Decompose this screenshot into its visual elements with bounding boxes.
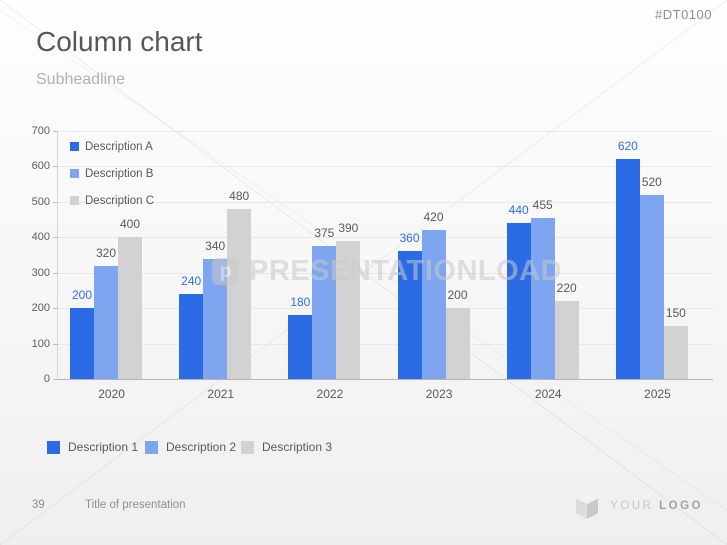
legend-top-label: Description C: [85, 194, 155, 207]
legend-swatch-icon: [145, 440, 158, 454]
gridline-300: [58, 272, 713, 274]
bar-description-b-2023: [421, 230, 446, 379]
bar-value-label: 320: [95, 245, 117, 260]
legend-top-item-2: Description B: [70, 164, 154, 183]
x-axis-label-2024: 2024: [534, 387, 562, 401]
chart-legend-bottom: Description 1 Description 2 Description 3: [0, 440, 727, 456]
legend-swatch-icon: [70, 196, 79, 205]
y-axis-label-300: 300: [31, 266, 50, 279]
cube-logo-icon: [576, 493, 599, 519]
y-axis-tick: [53, 237, 58, 239]
bar-value-label: 180: [290, 295, 311, 310]
gridline-0: [58, 379, 713, 380]
bar-description-b-2024: [530, 217, 555, 379]
legend-bottom-item-1: Description 1: [47, 440, 138, 454]
page-subtitle: Subheadline: [36, 71, 125, 88]
bar-description-c-2020: [118, 237, 142, 379]
legend-bottom-label: Description 2: [166, 440, 237, 454]
x-axis-label-2020: 2020: [98, 387, 125, 401]
bar-value-label: 220: [556, 281, 577, 296]
y-axis-tick: [53, 166, 58, 168]
bar-value-label: 620: [617, 139, 638, 154]
footer-presentation-title: Title of presentation: [85, 499, 186, 511]
y-axis-label-400: 400: [31, 231, 50, 244]
legend-bottom-item-3: Description 3: [241, 440, 332, 454]
x-axis-label-2023: 2023: [425, 387, 453, 401]
y-axis-label-500: 500: [31, 195, 50, 208]
bar-value-label: 240: [181, 273, 202, 288]
bar-value-label: 360: [399, 231, 420, 246]
x-axis-label-2022: 2022: [316, 387, 344, 401]
y-axis-tick: [53, 201, 58, 203]
page-title: Column chart: [36, 26, 203, 57]
bar-description-c-2024: [554, 301, 579, 379]
gridline-400: [58, 237, 713, 239]
y-axis-label-100: 100: [31, 337, 50, 350]
legend-top-label: Description B: [85, 167, 154, 180]
legend-swatch-icon: [241, 440, 254, 454]
bar-value-label: 400: [119, 217, 141, 232]
legend-bottom-label: Description 1: [68, 440, 139, 454]
legend-swatch-icon: [70, 142, 79, 151]
bar-value-label: 480: [229, 188, 250, 203]
legend-bottom-label: Description 3: [262, 440, 333, 454]
bar-description-a-2025: [615, 159, 640, 379]
y-axis-label-0: 0: [43, 373, 50, 385]
slide-id-code: #DT0100: [655, 7, 712, 22]
bar-value-label: 340: [205, 238, 226, 253]
bar-value-label: 390: [338, 220, 359, 235]
bar-value-label: 375: [314, 226, 335, 241]
y-axis-tick: [53, 343, 58, 345]
chart-legend-top: Description A Description B Description C: [70, 137, 154, 218]
x-axis-label-2025: 2025: [644, 387, 671, 401]
legend-swatch-icon: [47, 440, 60, 454]
bar-value-label: 150: [665, 305, 686, 320]
bar-description-a-2023: [397, 251, 422, 379]
bar-description-c-2025: [663, 325, 688, 379]
bar-description-b-2022: [312, 246, 337, 379]
gridline-100: [58, 343, 713, 345]
bar-description-b-2020: [94, 265, 118, 379]
y-axis-label-700: 700: [31, 125, 50, 137]
footer-page-number: 39: [32, 499, 45, 511]
gridline-700: [58, 131, 713, 132]
y-axis-tick: [53, 272, 58, 274]
gridline-500: [58, 201, 713, 203]
bar-value-label: 420: [423, 210, 444, 225]
bar-description-a-2021: [179, 293, 204, 379]
legend-bottom-item-2: Description 2: [145, 440, 236, 454]
y-axis-tick: [53, 131, 58, 132]
y-axis-tick: [53, 379, 58, 380]
y-axis-tick: [53, 308, 58, 310]
bar-description-a-2020: [70, 308, 94, 379]
bar-value-label: 455: [532, 197, 553, 212]
your-logo-text: YOUR LOGO: [610, 500, 703, 512]
bar-description-a-2022: [288, 315, 313, 379]
bar-value-label: 200: [447, 288, 468, 303]
bar-description-c-2021: [227, 208, 252, 379]
bar-value-label: 520: [641, 174, 662, 189]
your-logo-word1: YOUR: [610, 499, 654, 512]
gridline-200: [58, 308, 713, 310]
bar-description-b-2025: [639, 194, 664, 379]
column-chart-plot-area: 200 320 400 240 340 480 180 375 390 360 420 200 440 4…: [53, 131, 713, 380]
your-logo-word2: LOGO: [659, 499, 703, 512]
bar-description-b-2021: [203, 258, 228, 379]
legend-top-item-1: Description A: [70, 137, 154, 156]
bar-value-label: 200: [71, 288, 93, 303]
y-axis-label-600: 600: [31, 160, 50, 173]
bar-description-a-2024: [506, 223, 531, 379]
bar-description-c-2022: [336, 240, 361, 379]
bar-value-label: 440: [508, 203, 529, 218]
y-axis-label-200: 200: [31, 302, 50, 315]
bar-description-c-2023: [445, 308, 470, 379]
x-axis-label-2021: 2021: [207, 387, 235, 401]
legend-top-item-3: Description C: [70, 191, 154, 210]
gridline-600: [58, 166, 713, 168]
legend-swatch-icon: [70, 169, 79, 178]
brand-area: YOUR LOGO: [576, 492, 703, 519]
y-axis: 0 100 200 300 400 500 600 700: [0, 125, 50, 385]
legend-top-label: Description A: [85, 140, 153, 153]
